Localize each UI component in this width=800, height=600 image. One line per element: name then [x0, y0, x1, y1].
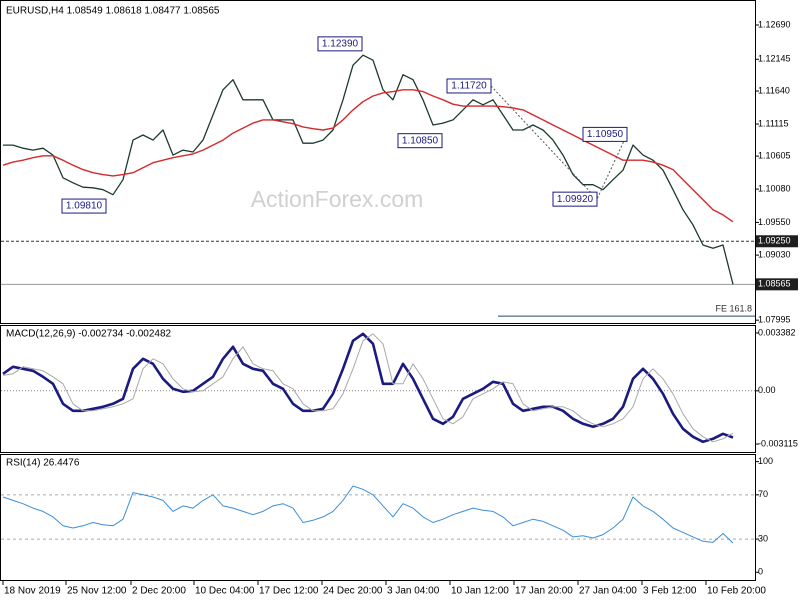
y-tick-label: 1.10080: [758, 183, 791, 193]
x-tick-label: 2 Dec 20:00: [132, 586, 186, 597]
level-label: 1.09250: [758, 236, 791, 246]
y-tick-label: 0.003382: [758, 327, 796, 337]
annotation-label: 1.10850: [402, 135, 439, 146]
annotation-box: [317, 36, 363, 52]
y-tick-label: 0.00: [758, 385, 776, 395]
series-line: [2, 485, 734, 544]
level-label-box: [756, 278, 798, 291]
annotation-label: 1.09920: [557, 194, 594, 205]
annotation-label: 1.10950: [587, 129, 624, 140]
series-line: [2, 89, 734, 223]
x-tick-label: 3 Jan 04:00: [387, 586, 440, 597]
annotation-label: 1.11720: [451, 81, 487, 92]
annotation-box: [582, 126, 628, 142]
panel-title: MACD(12,26,9) -0.002734 -0.002482: [6, 329, 172, 340]
x-tick-label: 10 Feb 20:00: [707, 586, 766, 597]
y-tick-label: 1.11640: [758, 85, 790, 95]
y-tick-label: 100: [758, 456, 773, 466]
series-line: [3, 54, 734, 285]
y-tick-label: 1.09550: [758, 217, 791, 227]
x-tick-label: 27 Jan 04:00: [579, 586, 637, 597]
watermark: ActionForex.com: [251, 186, 424, 212]
annotation-box: [61, 198, 107, 214]
x-tick-label: 10 Jan 12:00: [451, 586, 509, 597]
x-tick-label: 24 Dec 20:00: [323, 586, 383, 597]
x-tick-label: 10 Dec 04:00: [195, 586, 255, 597]
level-label-box: [756, 235, 798, 248]
x-tick-label: 3 Feb 12:00: [643, 586, 697, 597]
y-tick-label: 70: [758, 489, 768, 499]
annotation-box: [397, 133, 443, 149]
price-panel: [0, 0, 756, 324]
y-tick-label: -0.003115: [758, 438, 798, 448]
y-tick-label: 30: [758, 533, 768, 543]
annotation-box: [552, 191, 598, 207]
series-line: [2, 332, 734, 444]
rsi-panel: [0, 454, 756, 581]
series-line: [2, 333, 734, 443]
projection-label: FE 161.8: [715, 303, 752, 313]
annotation-label: 1.12390: [322, 39, 359, 50]
y-tick-label: 1.12145: [758, 54, 791, 64]
macd-panel: [0, 325, 756, 453]
y-tick-label: 1.11115: [758, 118, 789, 128]
y-tick-label: 1.12690: [758, 19, 791, 29]
x-tick-label: 17 Dec 12:00: [259, 586, 319, 597]
panel-title: RSI(14) 26.4476: [6, 458, 80, 469]
y-tick-label: 1.10605: [758, 150, 791, 160]
annotation-label: 1.09810: [66, 201, 103, 212]
x-tick-label: 17 Jan 20:00: [515, 586, 573, 597]
x-tick-label: 18 Nov 2019: [4, 586, 61, 597]
annotation-box: [446, 78, 492, 94]
x-tick-label: 25 Nov 12:00: [67, 586, 127, 597]
y-tick-label: 0: [758, 567, 763, 577]
level-label: 1.08565: [758, 279, 791, 289]
y-tick-label: 1.09030: [758, 249, 791, 259]
panel-title: EURUSD,H4 1.08549 1.08618 1.08477 1.0856…: [6, 6, 220, 17]
y-tick-label: 1.07995: [758, 315, 791, 325]
